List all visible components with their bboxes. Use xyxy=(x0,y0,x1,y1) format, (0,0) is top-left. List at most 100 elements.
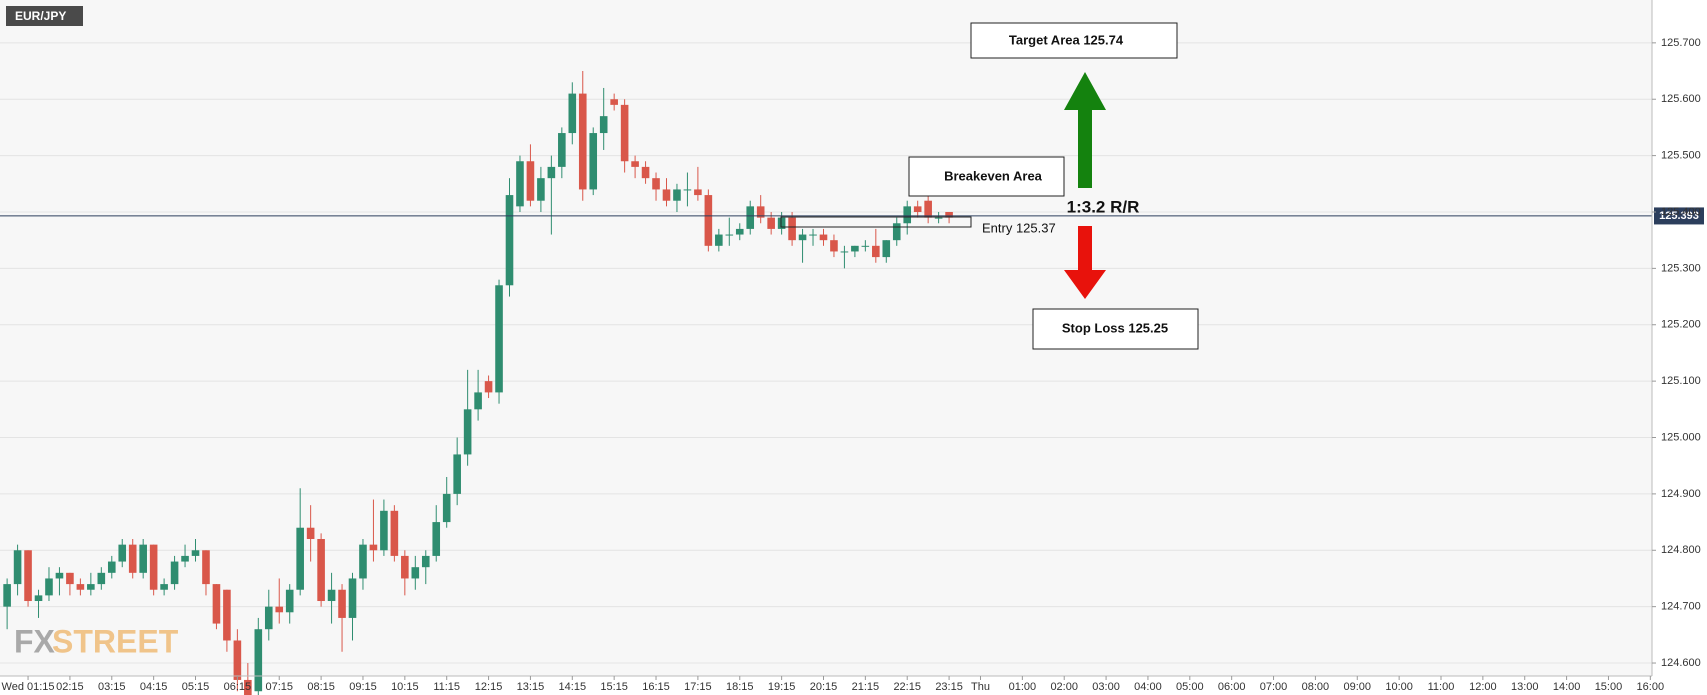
x-tick-label: 08:00 xyxy=(1302,681,1330,693)
x-tick-label: 04:00 xyxy=(1134,681,1162,693)
candle-body xyxy=(170,561,179,585)
candle-body xyxy=(327,589,336,602)
candle-body xyxy=(777,217,786,229)
x-tick-label: 22:15 xyxy=(893,681,921,693)
x-tick-label: 14:15 xyxy=(559,681,587,693)
candle-body xyxy=(704,195,713,246)
x-tick-label: 05:00 xyxy=(1176,681,1204,693)
candle-body xyxy=(767,217,775,229)
y-tick-label: 124.900 xyxy=(1661,488,1701,500)
watermark-left: FX xyxy=(14,623,56,659)
x-tick-label: 19:15 xyxy=(768,681,796,693)
candle-body xyxy=(390,510,399,556)
candle-body xyxy=(599,116,608,134)
candle-body xyxy=(348,578,357,618)
candle-body xyxy=(55,572,64,579)
candle-body xyxy=(118,544,127,562)
target-arrow xyxy=(1064,72,1106,188)
grid xyxy=(0,42,1652,664)
watermark-right: STREET xyxy=(52,623,179,659)
y-tick-label: 125.500 xyxy=(1661,150,1701,162)
candle-body xyxy=(474,392,482,410)
candle-body xyxy=(45,578,53,596)
candle-body xyxy=(872,245,880,258)
candle-body xyxy=(610,99,618,105)
x-tick-label: 08:15 xyxy=(307,681,335,693)
y-tick-label: 125.100 xyxy=(1661,375,1701,387)
candle-body xyxy=(149,544,158,590)
candle-body xyxy=(97,572,106,585)
x-tick-label: 02:00 xyxy=(1050,681,1078,693)
candle-body xyxy=(244,679,252,695)
candle-body xyxy=(516,161,524,207)
x-tick-label: 12:00 xyxy=(1469,681,1497,693)
candle-body xyxy=(264,606,273,630)
candle-body xyxy=(359,544,367,579)
candle-body xyxy=(756,206,765,218)
x-tick-label: 04:15 xyxy=(140,681,168,693)
y-tick-label: 125.200 xyxy=(1661,319,1701,331)
last-price-label: 125.393 xyxy=(1659,210,1699,222)
candle-body xyxy=(223,589,231,641)
entry-label: Entry 125.37 xyxy=(982,220,1056,235)
entry-box xyxy=(780,216,972,228)
candle-body xyxy=(924,200,932,218)
x-tick-label: 13:00 xyxy=(1511,681,1539,693)
candle-body xyxy=(285,589,294,613)
candle-body xyxy=(495,285,503,393)
candle-body xyxy=(934,217,943,219)
candle-body xyxy=(66,572,74,585)
candles xyxy=(3,71,953,695)
stop-box xyxy=(1032,308,1199,350)
x-tick-label: 23:15 xyxy=(935,681,963,693)
candle-body xyxy=(882,240,891,258)
candle-body xyxy=(76,584,85,590)
x-tick-label: 06:15 xyxy=(224,681,252,693)
x-tick-label: 06:00 xyxy=(1218,681,1246,693)
candle-body xyxy=(725,234,734,236)
x-tick-label: 10:00 xyxy=(1385,681,1413,693)
candle-body xyxy=(442,493,451,523)
x-tick-label: 05:15 xyxy=(182,681,210,693)
candle-body xyxy=(432,522,441,556)
target-label: Target Area 125.74 xyxy=(1009,32,1124,47)
candle-body xyxy=(641,166,650,179)
y-tick-label: 125.400 xyxy=(1661,206,1701,218)
candle-body xyxy=(34,595,43,602)
candle-body xyxy=(735,228,744,235)
x-tick-label: 09:15 xyxy=(349,681,377,693)
candle-body xyxy=(317,538,325,602)
candle-body xyxy=(537,178,545,201)
stop-label: Stop Loss 125.25 xyxy=(1062,320,1168,335)
stop-arrow xyxy=(1064,226,1106,299)
candle-body xyxy=(13,550,22,585)
y-tick-label: 124.700 xyxy=(1661,601,1701,613)
plot-area xyxy=(0,0,1652,676)
x-tick-label: Wed 01:15 xyxy=(2,681,55,693)
candle-body xyxy=(3,584,11,607)
axes: 124.600 124.700 124.800 124.900 125.000 125.1… xyxy=(2,37,1701,693)
x-tick-label: 03:00 xyxy=(1092,681,1120,693)
candle-body xyxy=(861,245,870,247)
x-tick-label: 17:15 xyxy=(684,681,712,693)
candle-body xyxy=(421,555,430,568)
breakeven-box xyxy=(908,156,1065,197)
y-tick-label: 125.000 xyxy=(1661,431,1701,443)
candle-body xyxy=(24,550,32,602)
candle-body xyxy=(903,206,912,224)
ratio-label: 1:3.2 R/R xyxy=(1067,197,1140,216)
candle-body xyxy=(453,454,461,494)
candle-body xyxy=(505,195,514,286)
candle-body xyxy=(683,189,692,191)
candle-body xyxy=(181,555,189,562)
candle-body xyxy=(191,550,200,556)
candle-body xyxy=(892,223,901,241)
candle-body xyxy=(662,189,671,201)
candle-body xyxy=(296,527,304,590)
candle-body xyxy=(401,555,409,579)
candle-body xyxy=(202,550,210,585)
x-tick-label: 21:15 xyxy=(852,681,880,693)
candle-body xyxy=(233,640,242,680)
candle-body xyxy=(338,589,346,618)
